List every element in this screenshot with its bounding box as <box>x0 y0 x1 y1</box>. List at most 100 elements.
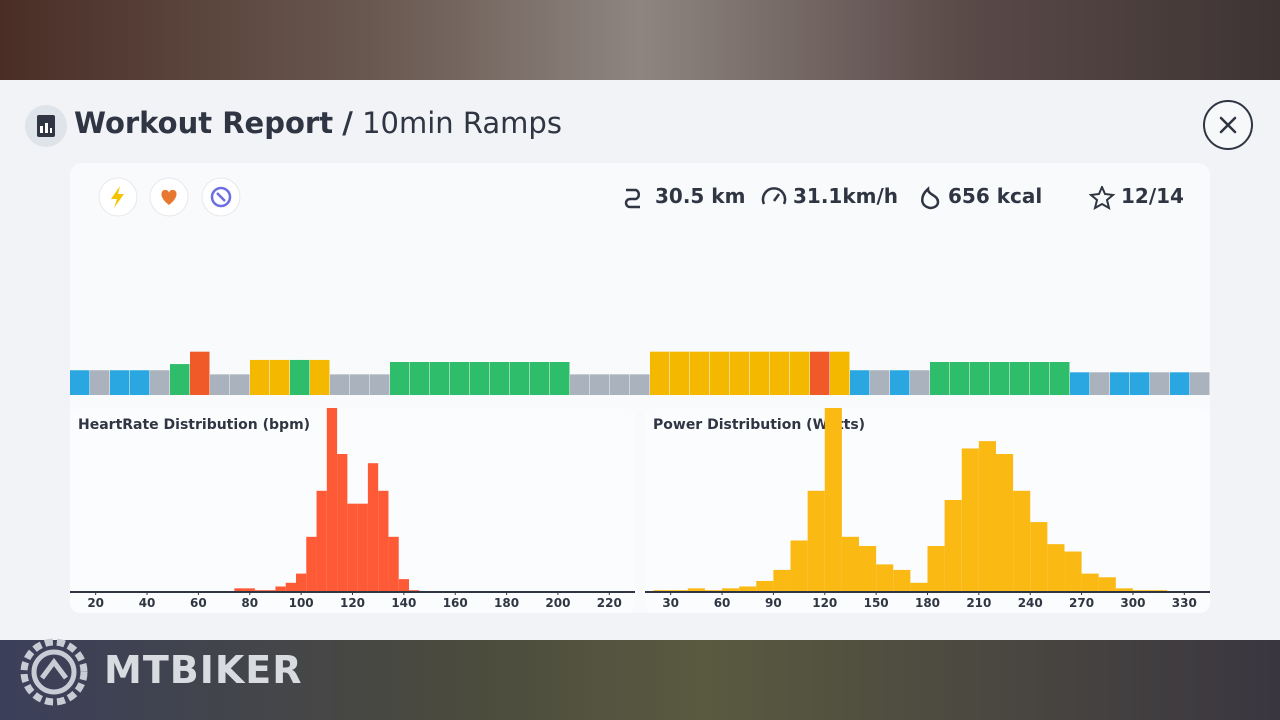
timeline-bar <box>550 362 570 395</box>
timeline-bar <box>1030 362 1050 395</box>
report-icon <box>25 105 67 147</box>
x-tick-label: 40 <box>139 596 156 610</box>
timeline-bar <box>1190 372 1210 395</box>
histogram-bar <box>1081 573 1099 592</box>
timeline-bar <box>730 351 750 395</box>
timeline-bar <box>1070 372 1090 395</box>
histogram-bar <box>790 540 808 592</box>
timeline-bar <box>1110 372 1130 395</box>
histogram-title: HeartRate Distribution (bpm) <box>78 417 310 433</box>
watermark: MTBIKER <box>104 648 303 692</box>
hr-histogram: HeartRate Distribution (bpm) 20 40 60 80 100 1… <box>70 408 635 610</box>
x-tick-label: 120 <box>812 596 837 610</box>
timeline-chart <box>70 351 1210 395</box>
toggle-icons[interactable] <box>96 176 246 220</box>
histogram-bar <box>961 448 979 592</box>
histogram-bar <box>807 490 825 592</box>
histogram-bar <box>296 573 307 592</box>
timeline-bar <box>810 351 830 395</box>
histogram-bar <box>893 569 911 592</box>
timeline-bar <box>530 362 550 395</box>
distance: 30.5 km <box>655 184 746 208</box>
timeline-bar <box>370 374 390 395</box>
histogram-bar <box>910 582 928 592</box>
timeline-bar <box>210 374 230 395</box>
histogram-bar <box>244 588 255 592</box>
histogram-bar <box>337 454 348 592</box>
histogram-bar <box>944 500 962 592</box>
x-tick-label: 180 <box>494 596 519 610</box>
histogram-bar <box>927 546 945 592</box>
histogram-bar <box>306 536 317 592</box>
subtitle: 10min Ramps <box>362 106 562 140</box>
timeline-bar <box>250 359 270 395</box>
timeline-bar <box>490 362 510 395</box>
timeline-bar <box>630 374 650 395</box>
x-tick-label: 120 <box>340 596 365 610</box>
x-tick-label: 80 <box>241 596 258 610</box>
timeline-bar <box>850 370 870 395</box>
timeline-bar <box>170 364 190 395</box>
timeline-bar <box>450 362 470 395</box>
timeline-bar <box>950 362 970 395</box>
report-title: Workout Report / 10min Ramps <box>74 106 562 140</box>
timeline-bar <box>230 374 250 395</box>
timeline-bar <box>190 351 210 395</box>
timeline-bar <box>330 374 350 395</box>
histogram-bar <box>756 580 774 592</box>
x-tick-label: 150 <box>864 596 889 610</box>
timeline-bar <box>90 370 110 395</box>
power-histogram: Power Distribution (Watts) 30 60 90 120 150 18… <box>645 408 1210 610</box>
timeline-bar <box>870 370 890 395</box>
histogram-bar <box>378 490 389 592</box>
timeline-bar <box>1170 372 1190 395</box>
speed: 31.1km/h <box>793 184 899 208</box>
histogram-bar <box>275 586 286 592</box>
x-tick-label: 210 <box>966 596 991 610</box>
timeline-bar <box>430 362 450 395</box>
x-tick-label: 220 <box>597 596 622 610</box>
histogram-bar <box>1115 588 1133 592</box>
x-tick-label: 200 <box>545 596 570 610</box>
x-tick-label: 300 <box>1120 596 1145 610</box>
histogram-bar <box>316 490 327 592</box>
histogram-bar <box>1030 522 1048 592</box>
timeline-bar <box>990 362 1010 395</box>
timeline-bar <box>830 351 850 395</box>
timeline-bar <box>650 351 670 395</box>
timeline-bar <box>410 362 430 395</box>
histogram-bar <box>1064 551 1082 592</box>
x-tick-label: 140 <box>391 596 416 610</box>
x-tick-label: 100 <box>289 596 314 610</box>
separator: / <box>342 106 353 140</box>
x-tick-label: 60 <box>714 596 731 610</box>
histogram-bar <box>739 586 757 592</box>
timeline-bar <box>890 370 910 395</box>
x-tick-label: 270 <box>1069 596 1094 610</box>
histogram-title: Power Distribution (Watts) <box>653 417 865 433</box>
timeline-bar <box>1010 362 1030 395</box>
timeline-bar <box>970 362 990 395</box>
timeline-bar <box>1130 372 1150 395</box>
histogram-bar <box>1047 544 1065 592</box>
histogram-bar <box>398 579 409 592</box>
timeline-bar <box>570 374 590 395</box>
timeline-bar <box>670 351 690 395</box>
timeline-bar <box>1050 362 1070 395</box>
timeline-bar <box>470 362 490 395</box>
timeline-bar <box>130 370 150 395</box>
timeline-bar <box>770 351 790 395</box>
timeline-bar <box>610 374 630 395</box>
histogram-bar <box>285 582 296 592</box>
timeline-bar <box>390 362 410 395</box>
histogram-bar <box>326 408 338 592</box>
watermark-logo <box>20 638 88 706</box>
histogram-bar <box>347 503 358 592</box>
title: Workout Report <box>74 106 334 140</box>
x-tick-label: 160 <box>443 596 468 610</box>
histogram-bar <box>824 408 842 592</box>
histogram-bar <box>234 588 245 592</box>
x-tick-label: 330 <box>1172 596 1197 610</box>
timeline-bar <box>1090 372 1110 395</box>
close-button[interactable] <box>1202 100 1254 152</box>
